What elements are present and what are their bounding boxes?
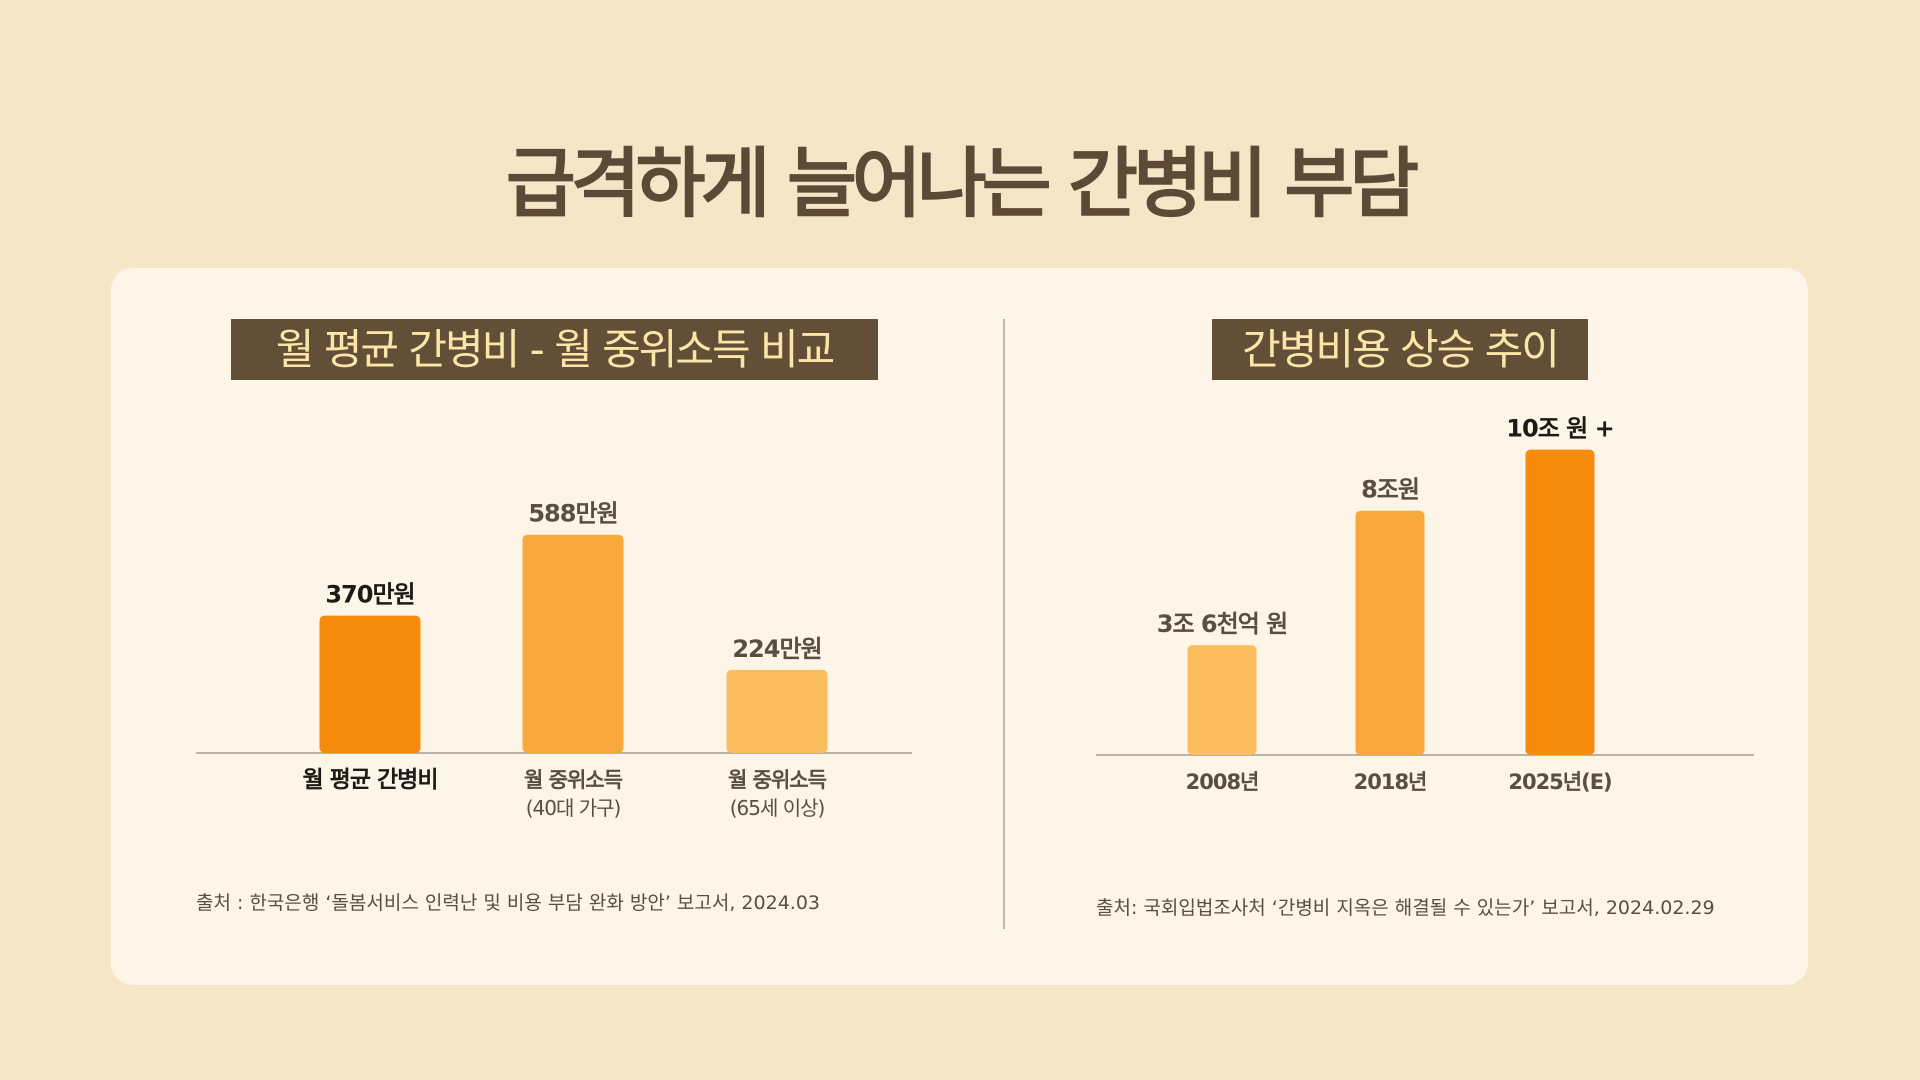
data-label-2: 8조원 (1361, 476, 1419, 504)
x-tick-label-2: 2018년 (1354, 770, 1427, 794)
x-tick-label-3: 월 중위소득 (728, 768, 827, 792)
left-chart-source: 출처 : 한국은행 ‘돌봄서비스 인력난 및 비용 부담 완화 방안’ 보고서,… (196, 892, 821, 914)
right-chart-title: 간병비용 상승 추이 (1212, 319, 1588, 380)
data-label-1: 370만원 (325, 581, 414, 609)
x-tick-label-3: 2025년(E) (1508, 770, 1611, 794)
bar-3 (1525, 449, 1595, 755)
data-label-3: 10조 원 + (1506, 415, 1613, 443)
left-chart-title: 월 평균 간병비 - 월 중위소득 비교 (231, 319, 878, 380)
bar-3 (726, 669, 828, 753)
x-tick-label-2: 월 중위소득 (524, 768, 623, 792)
data-label-1: 3조 6천억 원 (1157, 610, 1287, 638)
bar-2 (522, 534, 624, 753)
bar-1 (319, 615, 421, 753)
page-title: 급격하게 늘어나는 간병비 부담 (505, 139, 1419, 228)
bar-1 (1187, 645, 1257, 755)
data-label-3: 224만원 (732, 635, 821, 663)
x-tick-label-1: 월 평균 간병비 (303, 767, 438, 793)
right-chart-source: 출처: 국회입법조사처 ‘간병비 지옥은 해결될 수 있는가’ 보고서, 202… (1096, 897, 1715, 919)
panel-divider (1003, 319, 1005, 929)
x-tick-sublabel-2: (40대 가구) (526, 796, 621, 820)
x-tick-sublabel-3: (65세 이상) (730, 796, 825, 820)
x-tick-label-1: 2008년 (1186, 770, 1259, 794)
bar-2 (1355, 510, 1425, 755)
data-label-2: 588만원 (528, 500, 617, 528)
